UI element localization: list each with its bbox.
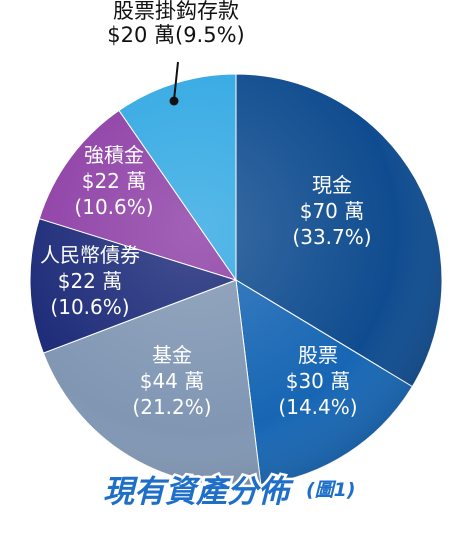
slice-label-4: 人民幣債券$22 萬(10.6%) [40, 243, 140, 319]
slice-label-3: 基金$44 萬(21.2%) [132, 343, 211, 419]
slice-label-1: 現金$70 萬(33.7%) [292, 173, 371, 249]
callout-dot [169, 96, 179, 106]
slice-label-2: 股票$30 萬(14.4%) [278, 343, 357, 419]
pie-labels: 現金$70 萬(33.7%) 股票$30 萬(14.4%) 基金$44 萬(21.2… [40, 0, 372, 419]
chart-subtitle: (圖1) [306, 479, 356, 501]
slice-label-6: 股票掛鈎存款$20 萬(9.5%) [107, 0, 245, 47]
slice-label-5: 強積金$22 萬(10.6%) [74, 143, 153, 219]
callout-leader-line [173, 61, 179, 101]
chart-title: 現有資產分佈 [103, 474, 294, 510]
